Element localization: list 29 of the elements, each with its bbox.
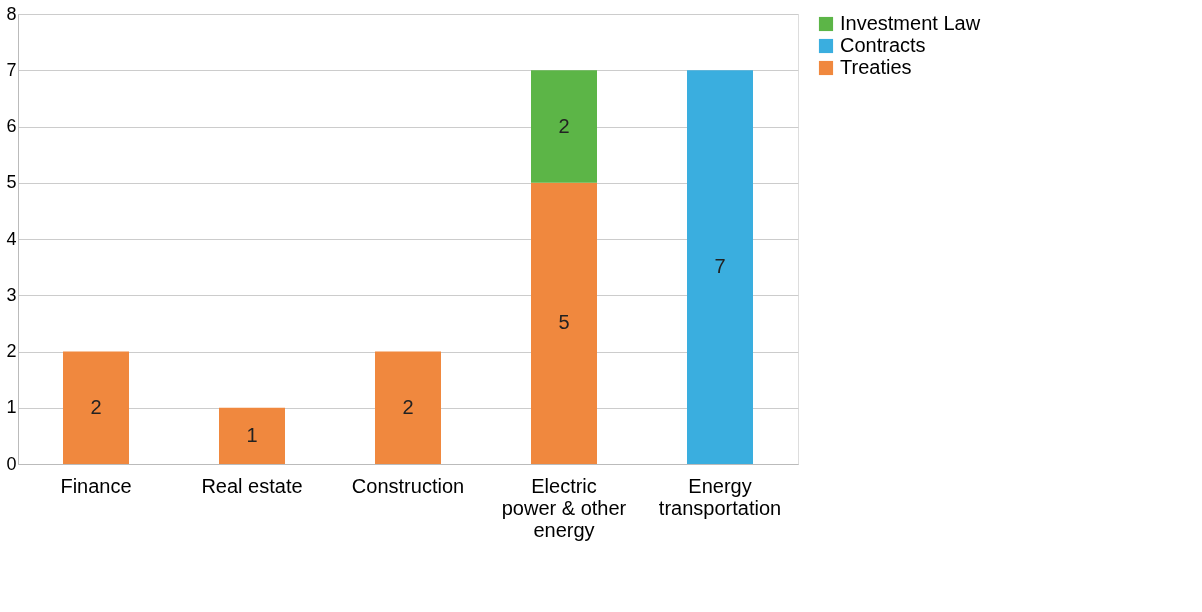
bar [375,351,441,464]
y-tick-label: 7 [6,59,17,80]
legend-label: Contracts [840,34,926,56]
bar [687,70,753,464]
y-tick-label: 2 [6,341,17,361]
x-tick-label: Finance [60,474,132,497]
legend-label: Investment Law [840,12,981,34]
legend-label: Treaties [840,56,912,78]
y-tick-label: 8 [6,3,17,24]
data-label: 2 [558,114,570,137]
data-label: 7 [714,255,726,278]
x-tick-label: Real estate [201,474,303,497]
bar [219,407,285,464]
data-label: 1 [246,423,258,446]
bar [531,70,597,183]
y-tick-label: 1 [6,397,17,418]
x-tick-label: Construction [351,474,465,497]
y-tick-label: 5 [6,172,17,193]
y-tick-label: 0 [6,453,17,474]
y-tick-label: 6 [6,116,17,136]
x-tick-label: Energy transportation [658,474,782,519]
y-tick-label: 4 [6,228,17,249]
data-label: 5 [558,311,570,334]
data-label: 2 [90,395,102,418]
data-label: 2 [402,395,414,418]
y-tick-label: 3 [6,284,17,305]
bar [63,351,129,464]
bar [531,182,597,464]
x-tick-label: Electric power & other energy [501,474,627,541]
